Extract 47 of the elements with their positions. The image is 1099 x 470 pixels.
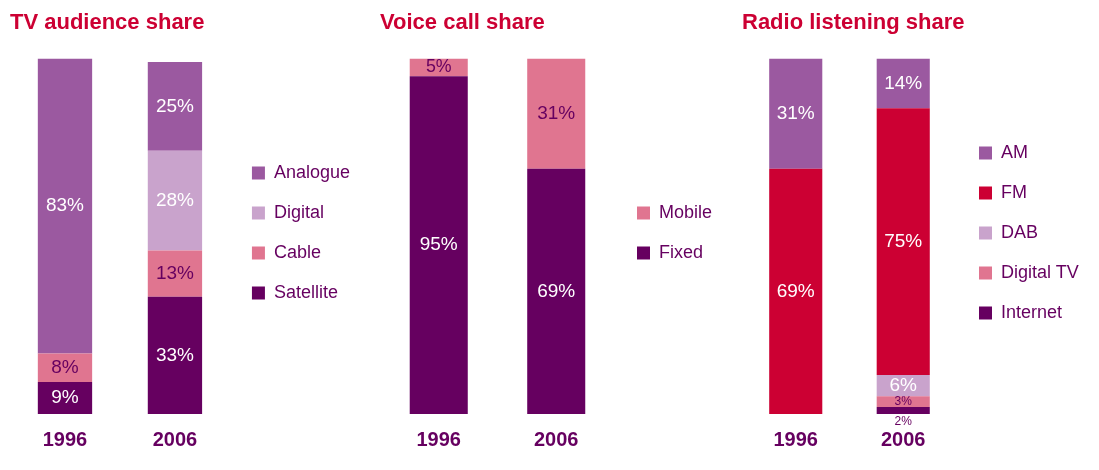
- x-tick-label: 1996: [416, 427, 461, 450]
- bar: [147, 61, 203, 151]
- data-label: 9%: [51, 386, 79, 408]
- x-tick-label: 2006: [880, 427, 926, 450]
- data-label: 69%: [537, 279, 576, 301]
- data-label: 28%: [155, 188, 195, 210]
- legend-label: Digital TV: [1000, 261, 1079, 282]
- legend-label: Cable: [273, 241, 321, 262]
- data-label: 8%: [51, 356, 79, 378]
- bar: [147, 250, 203, 297]
- data-label: 6%: [889, 373, 918, 395]
- bar: [876, 108, 930, 375]
- data-label: 3%: [894, 393, 913, 408]
- legend-label: Analogue: [273, 161, 351, 182]
- data-label: 31%: [776, 101, 815, 123]
- bar: [769, 168, 823, 414]
- chart-title: Radio listening share: [742, 9, 965, 35]
- legend-label: AM: [1000, 141, 1028, 162]
- legend-label: FM: [1000, 181, 1027, 202]
- data-label: 31%: [537, 101, 576, 123]
- bar: [876, 406, 930, 414]
- data-label: 14%: [884, 71, 923, 93]
- legend-label: Mobile: [658, 201, 713, 222]
- bar: [769, 58, 823, 169]
- data-label: 69%: [776, 279, 815, 301]
- chart-title: Voice call share: [380, 9, 545, 35]
- bar: [37, 58, 93, 354]
- legend-label: DAB: [1000, 221, 1038, 242]
- bar: [147, 150, 203, 251]
- legend-label: Fixed: [658, 241, 703, 262]
- data-label: 95%: [419, 233, 458, 255]
- data-label: 5%: [425, 56, 452, 77]
- data-label: 25%: [155, 94, 195, 116]
- x-tick-label: 1996: [42, 427, 88, 450]
- data-label: 33%: [155, 343, 195, 365]
- legend-label: Satellite: [273, 281, 338, 302]
- data-label: 2%: [894, 414, 913, 429]
- bar: [147, 296, 203, 414]
- x-tick-label: 1996: [773, 427, 818, 450]
- data-label: 75%: [884, 229, 923, 251]
- data-label: 83%: [45, 194, 85, 216]
- chart-title: TV audience share: [10, 9, 205, 35]
- x-tick-label: 2006: [152, 427, 198, 450]
- data-label: 13%: [155, 261, 195, 283]
- legend-label: Digital: [273, 201, 324, 222]
- x-tick-label: 2006: [533, 427, 579, 450]
- legend-label: Internet: [1000, 301, 1063, 322]
